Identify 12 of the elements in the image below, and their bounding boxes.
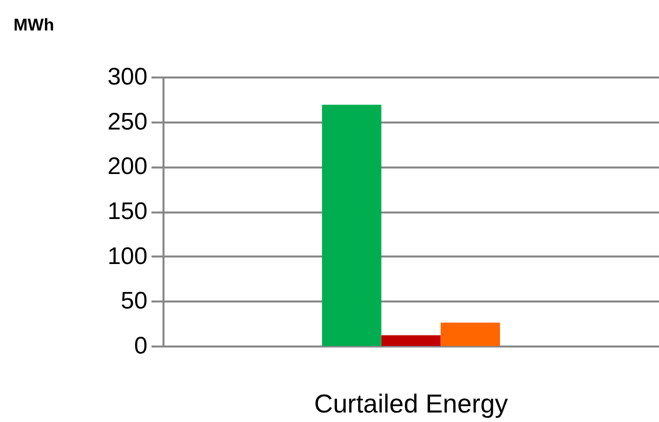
y-axis-title: MWh bbox=[14, 16, 54, 34]
bar bbox=[322, 104, 382, 346]
y-tick-label: 300 bbox=[107, 64, 148, 90]
x-tick-label: Curtailed Energy bbox=[314, 388, 508, 418]
bar bbox=[440, 322, 500, 346]
y-tick-label: 0 bbox=[134, 332, 148, 360]
y-tick-label: 50 bbox=[120, 288, 148, 315]
y-tick-label: 250 bbox=[107, 108, 148, 136]
y-tick-label: 100 bbox=[107, 242, 148, 270]
y-tick-label: 150 bbox=[107, 198, 148, 225]
bar bbox=[381, 335, 441, 346]
y-tick-label: 200 bbox=[107, 153, 148, 180]
